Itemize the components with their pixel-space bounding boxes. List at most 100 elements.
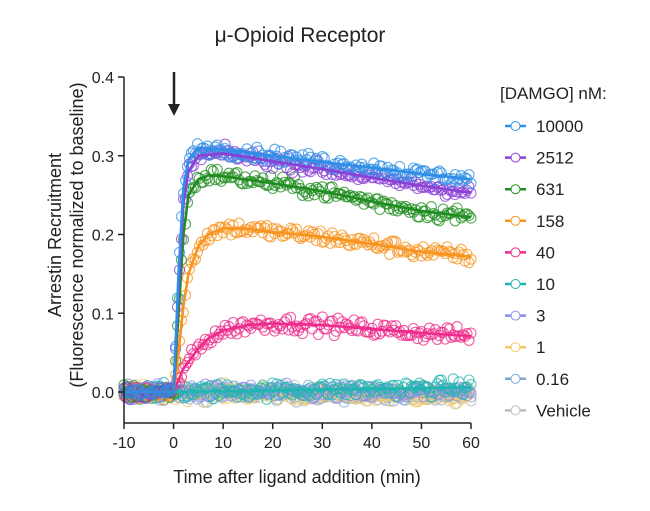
y-axis-label-line2: (Fluorescence normalized to baseline) — [67, 82, 87, 387]
data-point — [431, 166, 443, 178]
data-point — [166, 384, 178, 396]
y-tick-label: 0.2 — [92, 228, 114, 245]
data-point — [265, 170, 277, 182]
x-tick-label: 20 — [264, 435, 282, 452]
x-tick-label: 0 — [169, 435, 178, 452]
data-point — [364, 386, 376, 398]
data-point — [346, 325, 358, 337]
data-point — [269, 143, 281, 155]
legend-marker — [510, 215, 521, 226]
data-point — [253, 145, 265, 157]
data-point — [267, 223, 279, 235]
data-point — [239, 326, 251, 338]
data-point — [320, 386, 332, 399]
legend-label: 0.16 — [536, 370, 569, 389]
data-point — [279, 176, 291, 188]
y-tick-label: 0.1 — [92, 306, 114, 323]
legend-marker — [510, 247, 521, 258]
legend-marker — [510, 310, 521, 321]
legend-item-10: 10 — [505, 275, 555, 294]
data-point — [267, 377, 279, 389]
legend-item-0.16: 0.16 — [505, 370, 569, 389]
data-point — [189, 349, 201, 361]
legend-marker — [510, 279, 521, 289]
data-point — [326, 181, 338, 193]
data-point — [285, 177, 297, 190]
y-tick-label: 0.0 — [92, 385, 114, 402]
legend-marker — [510, 373, 521, 384]
legend-marker — [510, 342, 521, 353]
data-point — [465, 378, 477, 391]
y-axis-label-line1: Arrestin Recruitment — [45, 153, 65, 317]
chart-title: μ-Opioid Receptor — [215, 24, 386, 47]
legend-label: 158 — [536, 212, 564, 231]
legend-label: 3 — [536, 307, 545, 326]
fit-line-10 — [123, 386, 472, 394]
data-point — [405, 380, 418, 392]
fit-line-40 — [123, 322, 472, 394]
data-point — [447, 373, 459, 385]
data-point — [451, 397, 463, 409]
legend-label: 10000 — [536, 117, 583, 136]
legend-label: 40 — [536, 243, 555, 262]
data-point — [405, 329, 418, 341]
legend-title: [DAMGO] nM: — [500, 84, 607, 103]
data-point — [187, 389, 199, 401]
data-point — [308, 228, 320, 240]
x-tick-label: 60 — [462, 435, 480, 452]
legend-item-10000: 10000 — [505, 117, 583, 136]
x-tick-label: 40 — [363, 435, 381, 452]
data-point — [465, 253, 477, 265]
data-point — [435, 374, 447, 386]
data-point — [296, 328, 309, 340]
data-point — [288, 325, 301, 337]
data-point — [455, 331, 467, 343]
legend-item-2512: 2512 — [505, 149, 574, 168]
data-point — [231, 328, 243, 340]
legend-marker — [510, 121, 521, 131]
x-tick-label: -10 — [112, 435, 135, 452]
legend-marker — [510, 184, 521, 195]
data-point — [207, 393, 219, 405]
data-point — [398, 246, 410, 258]
legend-item-3: 3 — [505, 307, 545, 326]
legend-label: 631 — [536, 180, 564, 199]
data-point — [370, 242, 382, 254]
data-point — [461, 328, 473, 340]
data-point — [445, 246, 457, 259]
legend: 10000 2512 631 158 40 10 3 1 0.16 Vehicle — [505, 117, 591, 420]
data-point — [247, 388, 259, 400]
fit-line-631 — [123, 174, 472, 394]
x-tick-label: 10 — [214, 435, 232, 452]
legend-item-vehicle: Vehicle — [505, 401, 591, 420]
data-point — [310, 152, 322, 164]
axes: 0.0 0.1 0.2 0.3 0.4 -10 0 10 20 30 40 50 60 — [92, 70, 480, 452]
plot-area — [118, 138, 477, 410]
data-point — [310, 181, 322, 193]
legend-marker — [510, 405, 521, 416]
data-point — [437, 379, 449, 391]
data-point — [350, 239, 362, 251]
data-point — [419, 165, 431, 177]
fit-line-10000 — [123, 146, 472, 394]
legend-item-1: 1 — [505, 338, 545, 357]
legend-label: 1 — [536, 338, 545, 357]
data-point — [451, 253, 463, 265]
legend-label: 10 — [536, 275, 555, 294]
data-point — [461, 208, 473, 220]
x-tick-label: 30 — [313, 435, 331, 452]
data-point — [358, 320, 370, 332]
ligand-addition-arrow — [168, 72, 180, 116]
y-tick-label: 0.3 — [92, 149, 114, 166]
legend-item-631: 631 — [505, 180, 564, 199]
data-point — [384, 248, 396, 260]
data-point — [199, 333, 211, 345]
legend-item-40: 40 — [505, 243, 555, 262]
data-point — [465, 212, 477, 224]
x-axis-label: Time after ligand addition (min) — [173, 467, 420, 487]
legend-marker — [510, 152, 521, 163]
legend-item-158: 158 — [505, 212, 564, 231]
data-point — [378, 195, 390, 207]
data-point — [177, 362, 190, 374]
